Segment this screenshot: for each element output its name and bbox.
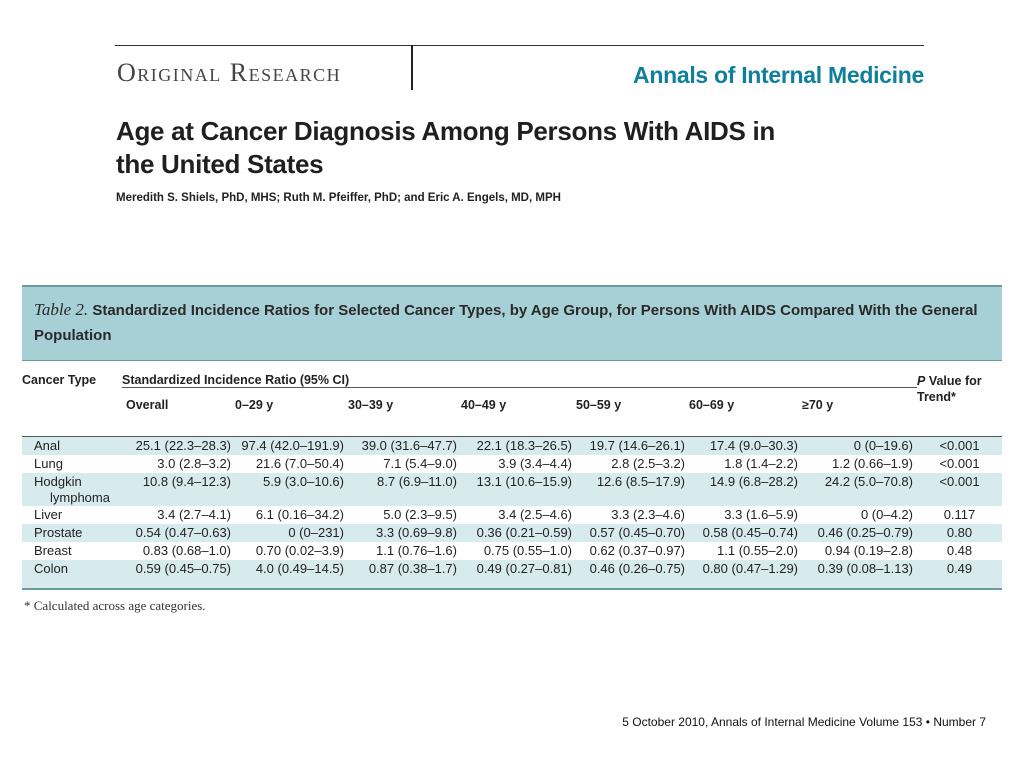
table-row: Liver 3.4 (2.7–4.1) 6.1 (0.16–34.2) 5.0 … [22,506,1002,524]
table-row: Anal 25.1 (22.3–28.3) 97.4 (42.0–191.9) … [22,436,1002,455]
row-cancer-name: Lung [34,456,63,471]
journal-name: Annals of Internal Medicine [633,62,924,88]
cell-70-plus: 0 (0–19.6) [802,436,917,455]
cell-50-59: 2.8 (2.5–3.2) [611,456,685,471]
subcol-40-49: 40–49 y [461,398,507,412]
table-number: Table 2. [34,300,89,319]
cell-40-49: 0.49 (0.27–0.81) [461,560,576,590]
cell-50-59: 12.6 (8.5–17.9) [576,473,689,506]
col-p-italic: P [917,374,926,388]
cell-0-29: 0.70 (0.02–3.9) [255,543,344,558]
col-p-rest: Value for Trend* [917,374,982,404]
table-row: Lung 3.0 (2.8–3.2) 21.6 (7.0–50.4) 7.1 (… [22,455,1002,473]
cell-30-39: 1.1 (0.76–1.6) [376,543,457,558]
cell-0-29: 21.6 (7.0–50.4) [255,456,344,471]
cell-50-59: 0.62 (0.37–0.97) [589,543,685,558]
cell-60-69: 1.8 (1.4–2.2) [724,456,798,471]
cell-0-29: 0 (0–231) [235,524,348,542]
table-row: Hodgkin lymphoma 10.8 (9.4–12.3) 5.9 (3.0… [22,473,1002,506]
table-row: Prostate 0.54 (0.47–0.63) 0 (0–231) 3.3 … [22,524,1002,542]
cell-30-39: 3.3 (0.69–9.8) [348,524,461,542]
cell-overall: 10.8 (9.4–12.3) [122,473,235,506]
header-separator [411,45,413,90]
cell-30-39: 0.87 (0.38–1.7) [348,560,461,590]
table-caption-text: Standardized Incidence Ratios for Select… [34,302,978,344]
cell-50-59: 0.57 (0.45–0.70) [576,524,689,542]
header-rule [115,45,924,46]
cell-70-plus: 1.2 (0.66–1.9) [832,456,913,471]
cell-70-plus: 0.46 (0.25–0.79) [802,524,917,542]
cell-40-49: 3.4 (2.5–4.6) [498,507,572,522]
cell-p-trend: 0.49 [917,560,1002,590]
sir-table: Cancer Type Standardized Incidence Ratio… [22,373,1002,590]
subcol-60-69: 60–69 y [689,398,735,412]
cell-60-69: 3.3 (1.6–5.9) [724,507,798,522]
cell-60-69: 14.9 (6.8–28.2) [689,473,802,506]
row-cancer-name: Prostate [22,524,122,542]
col-sir: Standardized Incidence Ratio (95% CI) [122,373,917,388]
col-cancer-type: Cancer Type [22,373,97,387]
cell-overall: 0.54 (0.47–0.63) [122,524,235,542]
cell-overall: 25.1 (22.3–28.3) [122,436,235,455]
cell-p-trend: 0.80 [917,524,1002,542]
cell-30-39: 39.0 (31.6–47.7) [348,436,461,455]
cell-p-trend: <0.001 [917,473,1002,506]
row-cancer-name: Breast [34,543,72,558]
table-row: Breast 0.83 (0.68–1.0) 0.70 (0.02–3.9) 1… [22,542,1002,560]
cell-0-29: 4.0 (0.49–14.5) [235,560,348,590]
article-authors: Meredith S. Shiels, PhD, MHS; Ruth M. Pf… [116,192,561,204]
cell-30-39: 7.1 (5.4–9.0) [383,456,457,471]
col-p-trend: P Value for Trend* [917,373,1002,418]
subcol-30-39: 30–39 y [348,398,394,412]
row-name-line2: lymphoma [50,490,110,505]
cell-50-59: 3.3 (2.3–4.6) [611,507,685,522]
cell-p-trend: <0.001 [917,436,1002,455]
results-table: Table 2. Standardized Incidence Ratios f… [22,285,1002,614]
cell-overall: 3.0 (2.8–3.2) [157,456,231,471]
cell-p-trend: <0.001 [939,456,980,471]
cell-70-plus: 0.39 (0.08–1.13) [802,560,917,590]
table-row: Colon 0.59 (0.45–0.75) 4.0 (0.49–14.5) 0… [22,560,1002,590]
cell-50-59: 19.7 (14.6–26.1) [576,436,689,455]
cell-70-plus: 0 (0–4.2) [860,507,913,522]
row-name-line1: Hodgkin [34,474,82,489]
row-cancer-name: Hodgkin lymphoma [22,473,122,506]
cell-50-59: 0.46 (0.26–0.75) [576,560,689,590]
cell-60-69: 0.58 (0.45–0.74) [689,524,802,542]
cell-30-39: 8.7 (6.9–11.0) [348,473,461,506]
cell-60-69: 1.1 (0.55–2.0) [717,543,798,558]
cell-30-39: 5.0 (2.3–9.5) [383,507,457,522]
subcol-overall: Overall [126,398,169,412]
row-cancer-name: Liver [34,507,63,522]
cell-70-plus: 24.2 (5.0–70.8) [802,473,917,506]
cell-p-trend: 0.48 [946,543,973,558]
cell-40-49: 0.75 (0.55–1.0) [483,543,572,558]
cell-0-29: 97.4 (42.0–191.9) [235,436,348,455]
cell-40-49: 3.9 (3.4–4.4) [498,456,572,471]
cell-0-29: 6.1 (0.16–34.2) [255,507,344,522]
cell-40-49: 22.1 (18.3–26.5) [461,436,576,455]
cell-overall: 3.4 (2.7–4.1) [157,507,231,522]
cell-0-29: 5.9 (3.0–10.6) [235,473,348,506]
section-label: Original Research [117,58,342,87]
cell-overall: 0.59 (0.45–0.75) [122,560,235,590]
cell-60-69: 0.80 (0.47–1.29) [689,560,802,590]
citation: 5 October 2010, Annals of Internal Medic… [622,715,986,729]
cell-40-49: 13.1 (10.6–15.9) [461,473,576,506]
subcol-50-59: 50–59 y [576,398,622,412]
cell-40-49: 0.36 (0.21–0.59) [461,524,576,542]
cell-60-69: 17.4 (9.0–30.3) [689,436,802,455]
cell-p-trend: 0.117 [943,507,976,522]
cell-70-plus: 0.94 (0.19–2.8) [824,543,913,558]
cell-overall: 0.83 (0.68–1.0) [142,543,231,558]
row-cancer-name: Colon [22,560,122,590]
row-cancer-name: Anal [22,436,122,455]
table-footnote: * Calculated across age categories. [24,598,206,613]
article-title: Age at Cancer Diagnosis Among Persons Wi… [116,116,775,179]
subcol-0-29: 0–29 y [235,398,274,412]
subcol-70-plus: ≥70 y [802,398,834,412]
table-caption: Table 2. Standardized Incidence Ratios f… [22,285,1002,361]
